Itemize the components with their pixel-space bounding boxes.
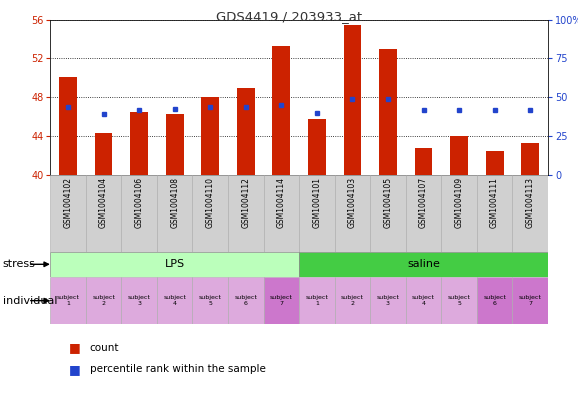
Text: subject
7: subject 7 [270,295,293,306]
Bar [95,133,113,175]
Text: subject
5: subject 5 [447,295,470,306]
Text: GSM1004103: GSM1004103 [348,177,357,228]
Bar [370,175,406,252]
Bar [521,143,539,175]
Bar [335,277,370,324]
Bar [299,277,335,324]
Bar [406,277,442,324]
Bar [50,277,86,324]
Bar [86,175,121,252]
Bar [477,175,512,252]
Text: subject
3: subject 3 [128,295,151,306]
Text: subject
2: subject 2 [341,295,364,306]
Bar [264,175,299,252]
Bar [512,175,548,252]
Bar [201,97,219,175]
Bar [130,112,148,175]
Bar [299,175,335,252]
Text: GDS4419 / 203933_at: GDS4419 / 203933_at [216,10,362,23]
Text: GSM1004114: GSM1004114 [277,177,286,228]
Bar [59,77,77,175]
Bar [157,277,192,324]
Text: ■: ■ [69,341,81,354]
Text: individual: individual [3,296,57,306]
Text: subject
6: subject 6 [483,295,506,306]
Bar [86,277,121,324]
Text: GSM1004112: GSM1004112 [241,177,250,228]
Text: GSM1004106: GSM1004106 [135,177,144,228]
Text: subject
1: subject 1 [57,295,80,306]
Bar [157,175,192,252]
Bar [264,277,299,324]
Text: subject
3: subject 3 [376,295,399,306]
Bar [121,277,157,324]
Bar [299,252,548,277]
Bar [442,277,477,324]
Text: subject
4: subject 4 [163,295,186,306]
Bar [370,277,406,324]
Bar [442,175,477,252]
Text: subject
6: subject 6 [234,295,257,306]
Text: subject
2: subject 2 [92,295,115,306]
Text: GSM1004111: GSM1004111 [490,177,499,228]
Text: GSM1004104: GSM1004104 [99,177,108,228]
Bar [477,277,512,324]
Text: GSM1004101: GSM1004101 [312,177,321,228]
Bar [512,277,548,324]
Bar [450,136,468,175]
Text: count: count [90,343,119,353]
Bar [335,175,370,252]
Text: GSM1004109: GSM1004109 [454,177,464,228]
Text: saline: saline [407,259,440,269]
Text: subject
4: subject 4 [412,295,435,306]
Text: LPS: LPS [165,259,185,269]
Text: subject
5: subject 5 [199,295,222,306]
Bar [406,175,442,252]
Bar [121,175,157,252]
Bar [237,88,255,175]
Bar [486,151,503,175]
Bar [228,175,264,252]
Bar [343,24,361,175]
Text: GSM1004107: GSM1004107 [419,177,428,228]
Bar [50,175,86,252]
Text: subject
7: subject 7 [518,295,542,306]
Bar [50,252,299,277]
Bar [308,119,326,175]
Bar [228,277,264,324]
Text: subject
1: subject 1 [305,295,328,306]
Text: ■: ■ [69,363,81,376]
Text: GSM1004108: GSM1004108 [170,177,179,228]
Text: GSM1004113: GSM1004113 [525,177,535,228]
Bar [379,49,397,175]
Bar [414,148,432,175]
Text: percentile rank within the sample: percentile rank within the sample [90,364,265,375]
Text: GSM1004110: GSM1004110 [206,177,215,228]
Bar [192,175,228,252]
Bar [166,114,184,175]
Bar [272,46,290,175]
Text: stress: stress [3,259,36,269]
Bar [192,277,228,324]
Text: GSM1004105: GSM1004105 [383,177,392,228]
Text: GSM1004102: GSM1004102 [64,177,73,228]
